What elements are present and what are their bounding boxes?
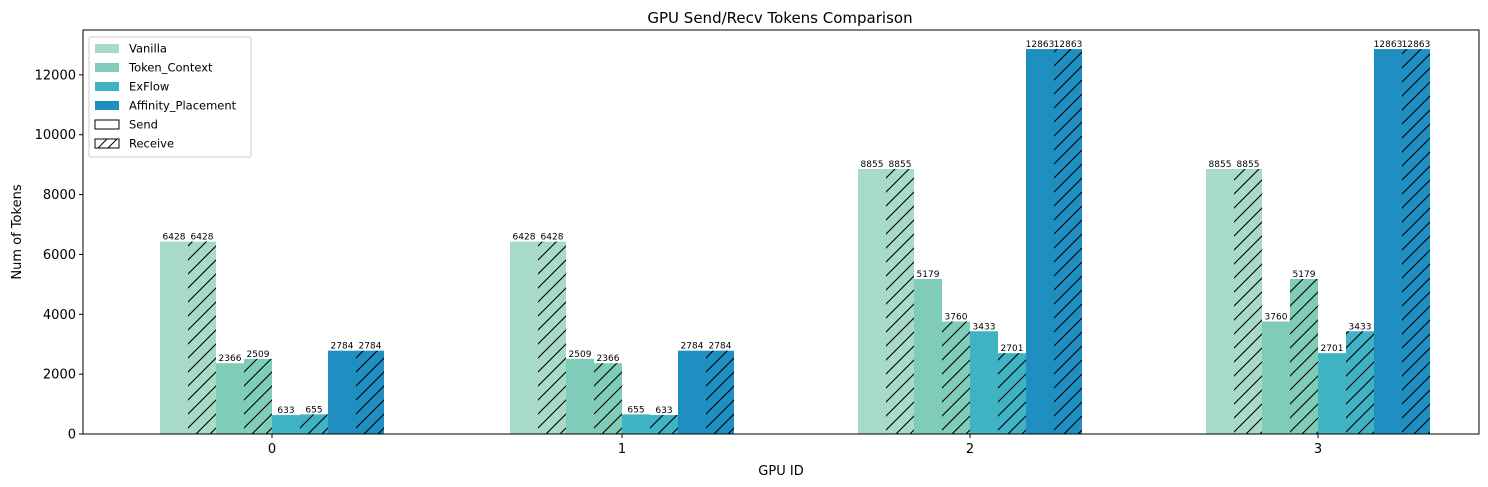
bar-hatch-vanilla-gpu2 xyxy=(886,169,914,434)
bar-hatch-token_context-gpu2 xyxy=(942,321,970,434)
bar-vanilla-send-gpu0 xyxy=(160,241,188,434)
bar-affinity_placement-send-gpu3 xyxy=(1374,49,1402,435)
legend: Vanilla Token_Context ExFlow Affinity_Place… xyxy=(88,36,252,158)
bar-affinity_placement-send-gpu0 xyxy=(328,350,356,434)
bar-hatch-affinity_placement-gpu2 xyxy=(1054,49,1082,435)
legend-swatch xyxy=(94,119,120,130)
legend-label: Token_Context xyxy=(128,61,213,75)
bar-hatch-affinity_placement-gpu1 xyxy=(706,350,734,434)
bar-value-label: 6428 xyxy=(513,233,536,243)
bar-hatch-exflow-gpu2 xyxy=(998,353,1026,434)
bar-affinity_placement-send-gpu2 xyxy=(1026,49,1054,435)
y-tick-label: 12000 xyxy=(35,68,76,83)
legend-label: Vanilla xyxy=(129,42,167,56)
legend-label: Send xyxy=(129,118,158,132)
bar-value-label: 12863 xyxy=(1054,40,1083,50)
bar-token_context-send-gpu1 xyxy=(566,358,594,434)
legend-swatch xyxy=(95,63,119,72)
x-axis-label: GPU ID xyxy=(758,464,803,479)
y-tick-label: 2000 xyxy=(43,368,76,383)
bar-hatch-vanilla-gpu1 xyxy=(538,241,566,434)
y-tick-label: 0 xyxy=(68,428,76,443)
bar-value-label: 2784 xyxy=(681,342,704,352)
bar-vanilla-send-gpu2 xyxy=(858,169,886,434)
x-axis: 0 1 2 3 xyxy=(268,434,1322,457)
bar-vanilla-send-gpu1 xyxy=(510,241,538,434)
bar-value-label: 12863 xyxy=(1374,40,1403,50)
bar-hatch-exflow-gpu1 xyxy=(650,415,678,434)
bar-value-label: 2509 xyxy=(247,350,270,360)
bar-value-label: 2784 xyxy=(359,342,382,352)
chart-title: GPU Send/Recv Tokens Comparison xyxy=(647,9,912,27)
bar-vanilla-send-gpu3 xyxy=(1206,169,1234,434)
bar-value-label: 655 xyxy=(305,405,322,415)
bar-exflow-send-gpu1 xyxy=(622,414,650,434)
bar-value-label: 6428 xyxy=(163,233,186,243)
bar-value-label: 2784 xyxy=(709,342,732,352)
bar-value-label: 3433 xyxy=(1349,322,1372,332)
bar-hatch-affinity_placement-gpu3 xyxy=(1402,49,1430,435)
x-tick-label: 2 xyxy=(966,442,974,457)
bar-labels-group: 6428 6428 2366 2509 633 655 2784 2784 6428 6428 25… xyxy=(163,40,1431,416)
bar-hatch-vanilla-gpu0 xyxy=(188,241,216,434)
x-tick-label: 1 xyxy=(618,442,626,457)
bar-value-label: 8855 xyxy=(1237,160,1260,170)
bar-hatch-exflow-gpu3 xyxy=(1346,331,1374,434)
bar-token_context-send-gpu0 xyxy=(216,363,244,434)
legend-label: ExFlow xyxy=(129,80,169,94)
bar-hatch-affinity_placement-gpu0 xyxy=(356,350,384,434)
legend-hatch-line xyxy=(97,138,108,149)
bar-value-label: 8855 xyxy=(1209,160,1232,170)
bar-value-label: 2509 xyxy=(569,350,592,360)
legend-hatch-line xyxy=(107,138,118,149)
y-axis-label: Num of Tokens xyxy=(10,184,25,279)
bar-affinity_placement-send-gpu1 xyxy=(678,350,706,434)
legend-swatch xyxy=(95,82,119,91)
legend-swatch xyxy=(95,101,119,110)
bar-value-label: 655 xyxy=(627,405,644,415)
bar-value-label: 8855 xyxy=(889,160,912,170)
bar-exflow-send-gpu3 xyxy=(1318,353,1346,434)
bar-value-label: 633 xyxy=(277,406,294,416)
bar-value-label: 12863 xyxy=(1402,40,1431,50)
bar-hatch-exflow-gpu0 xyxy=(300,414,328,434)
y-tick-label: 10000 xyxy=(35,128,76,143)
bar-value-label: 5179 xyxy=(917,270,940,280)
bar-value-label: 6428 xyxy=(191,233,214,243)
bar-value-label: 2366 xyxy=(597,354,620,364)
y-tick-label: 4000 xyxy=(43,308,76,323)
bar-value-label: 5179 xyxy=(1293,270,1316,280)
bar-hatch-vanilla-gpu3 xyxy=(1234,169,1262,434)
legend-label: Affinity_Placement xyxy=(129,99,237,113)
legend-box xyxy=(88,36,252,158)
bars-group xyxy=(160,49,1430,435)
bar-value-label: 3760 xyxy=(945,312,968,322)
y-axis: 0 2000 4000 6000 8000 10000 12000 xyxy=(35,68,83,443)
y-tick-label: 8000 xyxy=(43,188,76,203)
bar-hatch-token_context-gpu0 xyxy=(244,358,272,434)
bar-exflow-send-gpu0 xyxy=(272,415,300,434)
bar-value-label: 2701 xyxy=(1001,344,1024,354)
x-tick-label: 3 xyxy=(1314,442,1322,457)
bar-value-label: 3760 xyxy=(1265,312,1288,322)
bar-value-label: 3433 xyxy=(973,322,996,332)
bar-value-label: 8855 xyxy=(861,160,884,170)
bar-hatch-token_context-gpu1 xyxy=(594,363,622,434)
x-tick-label: 0 xyxy=(268,442,276,457)
legend-label: Receive xyxy=(129,137,174,151)
legend-swatch xyxy=(95,44,119,53)
bar-value-label: 12863 xyxy=(1026,40,1055,50)
bar-value-label: 2701 xyxy=(1321,344,1344,354)
bar-value-label: 2784 xyxy=(331,342,354,352)
plot-frame xyxy=(82,29,1480,435)
bar-token_context-send-gpu3 xyxy=(1262,321,1290,434)
bar-value-label: 6428 xyxy=(541,233,564,243)
bar-value-label: 633 xyxy=(655,406,672,416)
bar-exflow-send-gpu2 xyxy=(970,331,998,434)
bar-token_context-send-gpu2 xyxy=(914,279,942,434)
y-tick-label: 6000 xyxy=(43,248,76,263)
bar-hatch-token_context-gpu3 xyxy=(1290,279,1318,434)
bar-value-label: 2366 xyxy=(219,354,242,364)
